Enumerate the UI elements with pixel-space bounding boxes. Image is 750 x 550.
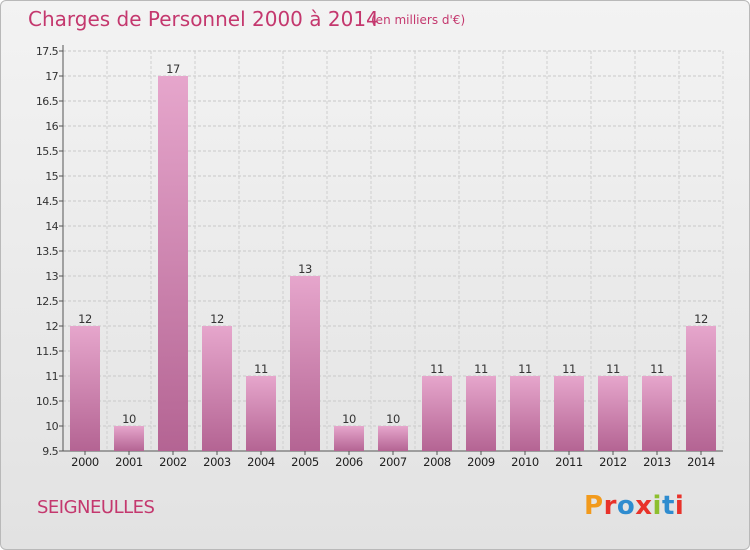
x-tick-label: 2011 [555,455,583,469]
x-tick-label: 2008 [423,455,451,469]
x-tick-label: 2001 [115,455,143,469]
bar-2001 [114,426,144,451]
y-tick-label: 11 [45,370,58,383]
y-tick-label: 16.5 [36,95,59,108]
bar-2000 [70,326,100,451]
y-tick-label: 14.5 [36,195,59,208]
bar-2004 [246,376,276,451]
logo-letter: x [635,491,653,521]
value-label: 12 [694,312,708,326]
y-tick-label: 16 [45,120,58,133]
value-label: 12 [78,312,92,326]
logo-letter: i [674,491,685,521]
bar-2010 [510,376,540,451]
value-label: 11 [430,362,444,376]
labels: 9.5 10 10.5 11 11.5 12 12.5 13 13.5 14 14.5 15 15.5 1… [36,45,715,469]
x-tick-label: 2003 [203,455,231,469]
bar-2011 [554,376,584,451]
y-tick-label: 17.5 [36,45,59,58]
bar-2009 [466,376,496,451]
chart-subtitle: (en milliers d'€) [371,13,466,27]
y-tick-label: 17 [45,70,58,83]
proxiti-logo[interactable]: Proxiti [584,491,684,521]
x-tick-label: 2009 [467,455,495,469]
logo-letter: t [661,491,675,521]
y-tick-label: 15 [45,170,58,183]
y-tick-label: 14 [45,220,58,233]
x-tick-label: 2002 [159,455,187,469]
x-tick-label: 2005 [291,455,319,469]
y-tick-label: 12 [45,320,58,333]
value-label: 11 [650,362,664,376]
logo-letter: r [603,491,617,521]
y-tick-label: 9.5 [42,445,58,458]
bar-2005 [290,276,320,451]
value-label: 11 [606,362,620,376]
y-tick-label: 11.5 [36,345,59,358]
bar-2007 [378,426,408,451]
x-tick-label: 2012 [599,455,627,469]
x-tick-label: 2014 [687,455,715,469]
x-tick-label: 2004 [247,455,275,469]
bar-2006 [334,426,364,451]
value-label: 10 [342,412,356,426]
bar-2013 [642,376,672,451]
y-tick-label: 10.5 [36,395,59,408]
bar-2014 [686,326,716,451]
logo-letter: o [616,491,636,521]
bar-2002 [158,76,188,451]
y-tick-label: 13 [45,270,58,283]
x-tick-label: 2013 [643,455,671,469]
y-tick-label: 13.5 [36,245,59,258]
logo-letter: i [652,491,662,521]
value-label: 17 [166,62,180,76]
value-label: 13 [298,262,312,276]
value-label: 10 [386,412,400,426]
value-label: 11 [254,362,268,376]
value-label: 11 [562,362,576,376]
value-label: 12 [210,312,224,326]
y-tick-label: 12.5 [36,295,59,308]
y-tick-label: 15.5 [36,145,59,158]
x-tick-label: 2006 [335,455,363,469]
value-label: 11 [518,362,532,376]
logo-letter: P [584,491,604,521]
bars [70,76,716,451]
value-label: 10 [122,412,136,426]
y-tick-label: 10 [45,420,58,433]
chart-title: Charges de Personnel 2000 à 2014 [28,7,379,31]
x-tick-label: 2010 [511,455,539,469]
x-tick-label: 2007 [379,455,407,469]
bar-2012 [598,376,628,451]
bar-2008 [422,376,452,451]
x-tick-label: 2000 [71,455,99,469]
commune-name: SEIGNEULLES [37,497,155,518]
bar-2003 [202,326,232,451]
value-label: 11 [474,362,488,376]
